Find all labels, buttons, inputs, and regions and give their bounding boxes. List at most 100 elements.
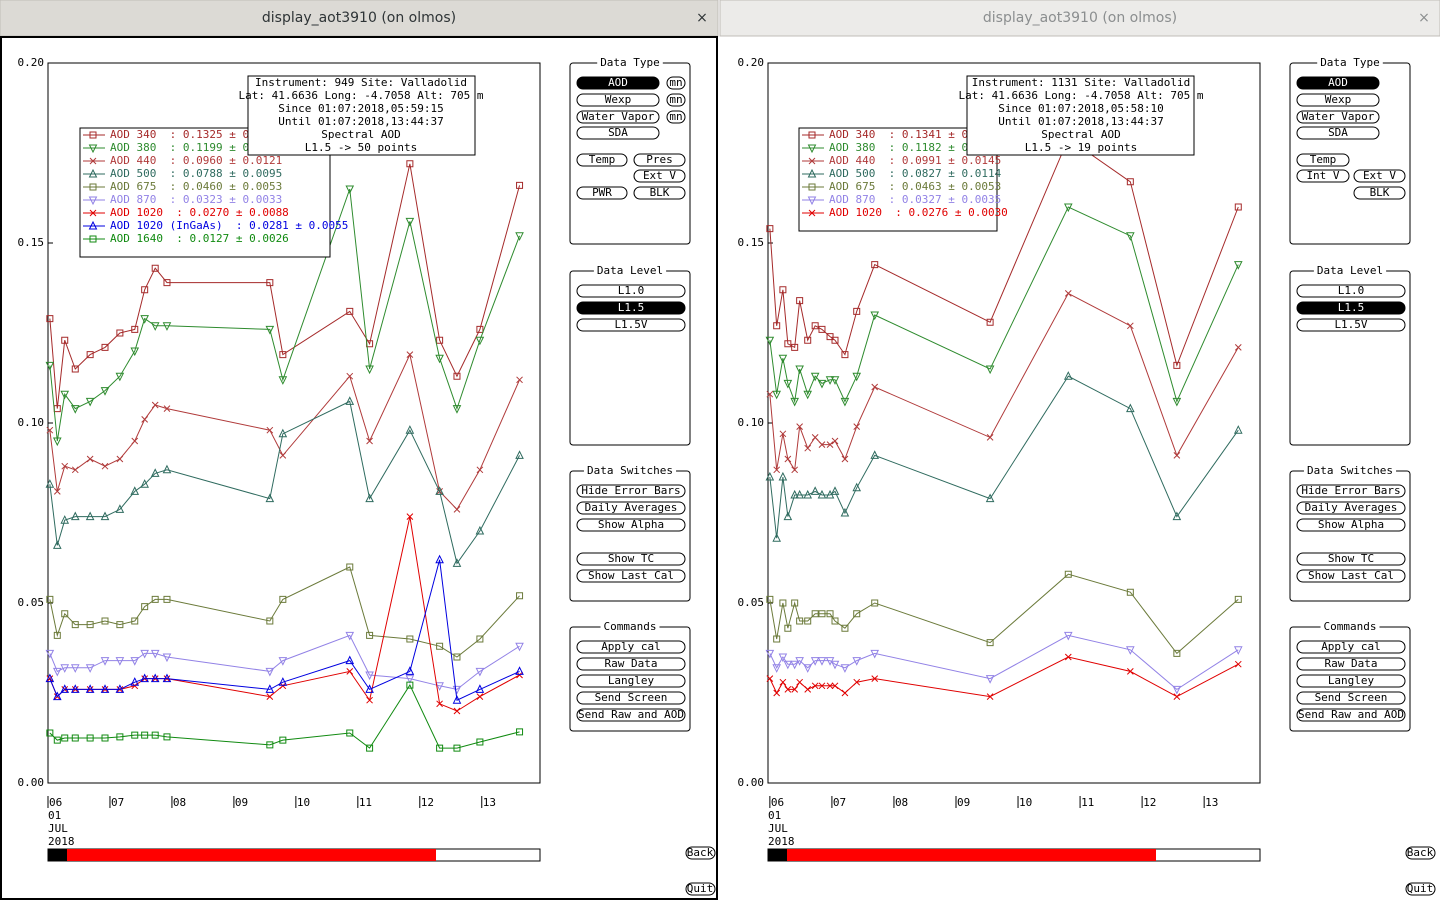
button-label[interactable]: Water Vapor <box>1302 110 1375 123</box>
button-label[interactable]: Raw Data <box>1325 657 1378 670</box>
button-label[interactable]: mn <box>669 76 682 89</box>
button[interactable] <box>1296 657 1406 671</box>
quit-button[interactable] <box>1405 882 1436 896</box>
back-label[interactable]: Back <box>1407 846 1434 859</box>
back-button[interactable] <box>1405 846 1436 860</box>
close-button[interactable]: × <box>1418 10 1430 26</box>
close-button[interactable]: × <box>696 10 708 26</box>
button[interactable] <box>576 284 686 298</box>
button[interactable] <box>1296 301 1406 315</box>
button-label[interactable]: mn <box>669 93 682 106</box>
button[interactable] <box>633 186 686 200</box>
button[interactable] <box>1296 708 1406 722</box>
button[interactable] <box>576 691 686 705</box>
button[interactable] <box>1296 640 1406 654</box>
button[interactable] <box>1296 484 1406 498</box>
button-label[interactable]: Show Last Cal <box>588 569 674 582</box>
button[interactable] <box>1296 691 1406 705</box>
button-label[interactable]: Show Last Cal <box>1308 569 1394 582</box>
quit-label[interactable]: Quit <box>1407 882 1434 895</box>
button[interactable] <box>576 501 686 515</box>
button[interactable] <box>576 76 660 90</box>
button[interactable] <box>1296 501 1406 515</box>
button[interactable] <box>576 318 686 332</box>
button-label[interactable]: Temp <box>1310 153 1337 166</box>
button-label[interactable]: Langley <box>1328 674 1375 687</box>
back-label[interactable]: Back <box>687 846 714 859</box>
button-label[interactable]: Wexp <box>1325 93 1352 106</box>
button-label[interactable]: PWR <box>592 186 612 199</box>
button[interactable] <box>1296 284 1406 298</box>
quit-label[interactable]: Quit <box>687 882 714 895</box>
button[interactable] <box>1296 674 1406 688</box>
button-label[interactable]: AOD <box>608 76 628 89</box>
button-label[interactable]: Water Vapor <box>582 110 655 123</box>
button[interactable] <box>1296 153 1350 167</box>
button[interactable] <box>1296 169 1350 183</box>
button[interactable] <box>576 110 660 124</box>
button-label[interactable]: Raw Data <box>605 657 658 670</box>
button-label[interactable]: L1.0 <box>618 284 645 297</box>
button-label[interactable]: SDA <box>1328 126 1348 139</box>
button[interactable] <box>576 153 628 167</box>
button-label[interactable]: L1.5 <box>1338 301 1365 314</box>
button-label[interactable]: BLK <box>650 186 670 199</box>
button-label[interactable]: Ext V <box>643 169 676 182</box>
button-label[interactable]: Pres <box>646 153 673 166</box>
button[interactable] <box>576 657 686 671</box>
button[interactable] <box>1296 110 1380 124</box>
button[interactable] <box>666 93 686 107</box>
button-label[interactable]: Show TC <box>1328 552 1374 565</box>
button[interactable] <box>576 301 686 315</box>
button[interactable] <box>1296 569 1406 583</box>
button-label[interactable]: Show Alpha <box>1318 518 1384 531</box>
button[interactable] <box>1353 186 1406 200</box>
button[interactable] <box>633 153 686 167</box>
button-label[interactable]: Daily Averages <box>585 501 678 514</box>
button[interactable] <box>576 552 686 566</box>
button[interactable] <box>576 708 686 722</box>
button-label[interactable]: Show TC <box>608 552 654 565</box>
button-label[interactable]: BLK <box>1370 186 1390 199</box>
button[interactable] <box>1296 518 1406 532</box>
button[interactable] <box>576 484 686 498</box>
button-label[interactable]: Langley <box>608 674 655 687</box>
button-label[interactable]: L1.5 <box>618 301 645 314</box>
button-label[interactable]: Send Raw and AOD <box>1298 708 1404 721</box>
button[interactable] <box>576 640 686 654</box>
button-label[interactable]: Apply cal <box>601 640 661 653</box>
button-label[interactable]: Apply cal <box>1321 640 1381 653</box>
button-label[interactable]: Send Screen <box>1315 691 1388 704</box>
button-label[interactable]: L1.5V <box>614 318 647 331</box>
button[interactable] <box>576 674 686 688</box>
button-label[interactable]: mn <box>669 110 682 123</box>
button-label[interactable]: Wexp <box>605 93 632 106</box>
button[interactable] <box>666 110 686 124</box>
button-label[interactable]: Send Screen <box>595 691 668 704</box>
button-label[interactable]: Int V <box>1306 169 1339 182</box>
button-label[interactable]: Daily Averages <box>1305 501 1398 514</box>
button[interactable] <box>1353 169 1406 183</box>
button-label[interactable]: AOD <box>1328 76 1348 89</box>
button[interactable] <box>1296 318 1406 332</box>
button[interactable] <box>666 76 686 90</box>
button-label[interactable]: Hide Error Bars <box>581 484 680 497</box>
button-label[interactable]: Ext V <box>1363 169 1396 182</box>
button-label[interactable]: SDA <box>608 126 628 139</box>
button[interactable] <box>576 93 660 107</box>
button-label[interactable]: Hide Error Bars <box>1301 484 1400 497</box>
button-label[interactable]: Show Alpha <box>598 518 664 531</box>
button-label[interactable]: L1.0 <box>1338 284 1365 297</box>
button[interactable] <box>1296 76 1380 90</box>
button[interactable] <box>633 169 686 183</box>
quit-button[interactable] <box>685 882 716 896</box>
button[interactable] <box>576 186 628 200</box>
button[interactable] <box>1296 126 1380 140</box>
button[interactable] <box>1296 93 1380 107</box>
button[interactable] <box>576 126 660 140</box>
button[interactable] <box>1296 552 1406 566</box>
back-button[interactable] <box>685 846 716 860</box>
button-label[interactable]: Send Raw and AOD <box>578 708 684 721</box>
button-label[interactable]: L1.5V <box>1334 318 1367 331</box>
button[interactable] <box>576 569 686 583</box>
